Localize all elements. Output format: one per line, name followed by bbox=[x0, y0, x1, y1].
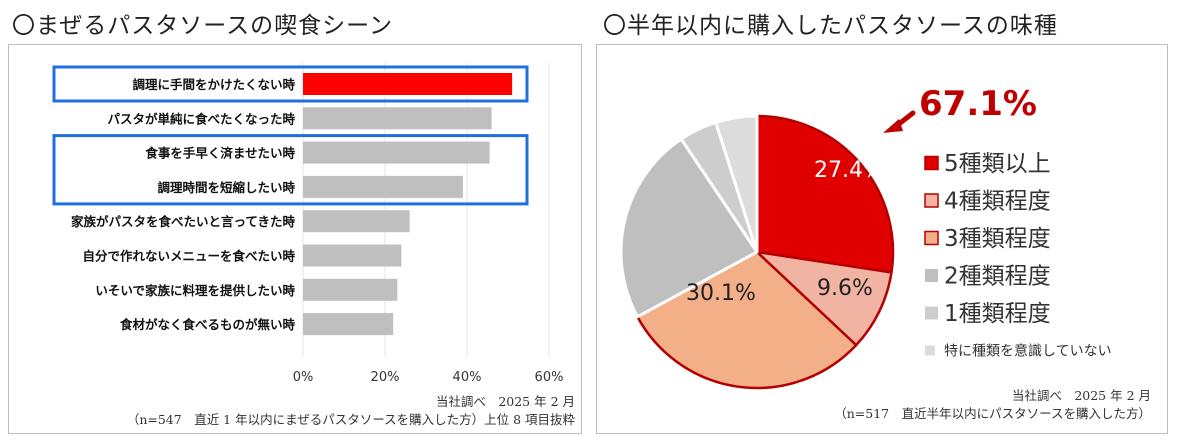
legend-label: 5種類以上 bbox=[944, 151, 1051, 177]
callout-total: 67.1% bbox=[919, 84, 1037, 124]
legend-swatch bbox=[925, 345, 935, 356]
bar bbox=[303, 107, 492, 130]
x-tick-label: 40% bbox=[453, 370, 482, 385]
pie-slice bbox=[755, 250, 893, 347]
pie-slice bbox=[619, 137, 759, 319]
sample-note: （n=517 直近半年以内にパスタソースを購入した方） bbox=[834, 406, 1151, 421]
x-tick-label: 20% bbox=[371, 370, 400, 385]
bar-chart-panel: 調理に手間をかけたくない時パスタが単純に食べたくなった時食事を手早く済ませたい時… bbox=[8, 44, 582, 434]
sample-note: （n=547 直近 1 年以内にまぜるパスタソースを購入した方）上位 8 項目抜… bbox=[127, 412, 576, 427]
category-label: 食材がなく食べるものが無い時 bbox=[119, 317, 296, 332]
pie-slice bbox=[755, 114, 895, 274]
pie-chart-panel: 27.4% 9.6% 30.1% 67.1% 5種類以上 4種類程度 3種類程度 2種類程度 1… bbox=[596, 44, 1168, 434]
legend-swatch bbox=[924, 230, 939, 246]
x-tick-label: 0% bbox=[293, 370, 314, 385]
highlight-box bbox=[52, 65, 529, 103]
slice-value-label: 27.4% bbox=[814, 158, 884, 183]
category-label: 調理時間を短縮したい時 bbox=[157, 180, 295, 195]
legend-label: 1種類程度 bbox=[944, 301, 1051, 327]
highlight-box bbox=[52, 134, 529, 206]
survey-note: 当社調べ 2025 年 2 月 bbox=[1012, 388, 1151, 403]
legend-swatch bbox=[925, 269, 938, 282]
slice-value-label: 30.1% bbox=[686, 281, 756, 306]
pie-chart: 27.4% 9.6% 30.1% 67.1% 5種類以上 4種類程度 3種類程度 2種類程度 1… bbox=[619, 84, 1151, 421]
category-label: 食事を手早く済ませたい時 bbox=[144, 146, 295, 161]
bar bbox=[303, 313, 394, 336]
callout-arrowhead bbox=[883, 119, 903, 133]
category-label: パスタが単純に食べたくなった時 bbox=[107, 111, 295, 126]
pie-slice bbox=[714, 114, 759, 254]
legend-label: 4種類程度 bbox=[944, 189, 1051, 215]
bar bbox=[303, 278, 398, 301]
right-heading: 〇半年以内に購入したパスタソースの味種 bbox=[603, 13, 1058, 39]
bar-chart: 調理に手間をかけたくない時パスタが単純に食べたくなった時食事を手早く済ませたい時… bbox=[52, 63, 576, 427]
left-heading: 〇まぜるパスタソースの喫食シーン bbox=[12, 13, 394, 39]
category-label: 家族がパスタを食べたいと言ってきた時 bbox=[71, 214, 296, 229]
pie-slice bbox=[636, 250, 858, 390]
category-label: いそいで家族に料理を提供したい時 bbox=[95, 283, 295, 298]
legend-label: 3種類程度 bbox=[944, 226, 1051, 252]
legend-swatch bbox=[925, 306, 938, 320]
bar bbox=[303, 210, 410, 233]
legend-swatch bbox=[924, 155, 939, 171]
category-label: 調理に手間をかけたくない時 bbox=[132, 77, 295, 92]
legend-label: 2種類程度 bbox=[944, 264, 1051, 290]
bar bbox=[303, 244, 402, 267]
slice-value-label: 9.6% bbox=[817, 276, 873, 301]
legend-swatch bbox=[924, 193, 939, 208]
category-label: 自分で作れないメニューを食べたい時 bbox=[82, 249, 295, 264]
x-tick-label: 60% bbox=[535, 370, 564, 385]
bar bbox=[303, 73, 513, 95]
legend-label: 特に種類を意識していない bbox=[944, 343, 1112, 360]
survey-note: 当社調べ 2025 年 2 月 bbox=[436, 394, 575, 409]
bar bbox=[303, 141, 490, 164]
bar bbox=[303, 175, 463, 198]
